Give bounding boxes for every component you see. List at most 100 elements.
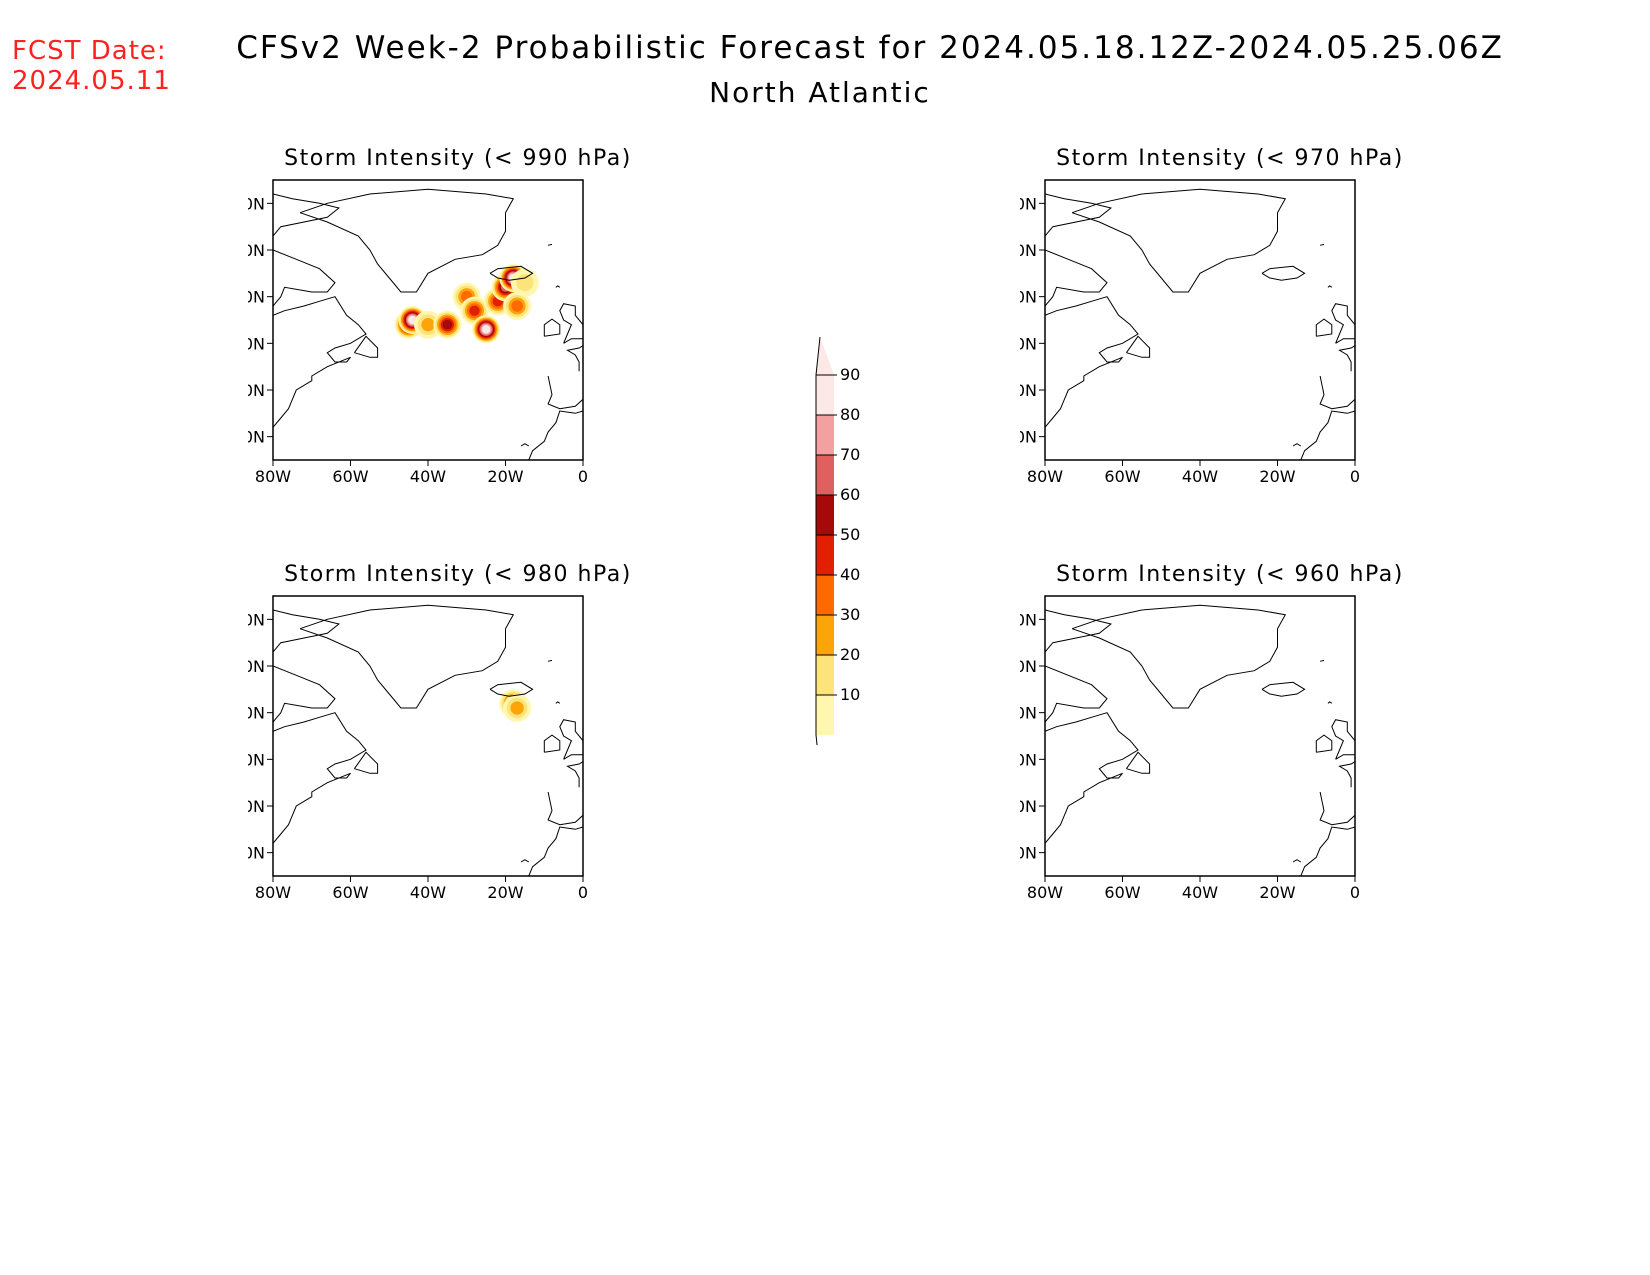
lon-tick-label: 80W <box>1027 883 1063 902</box>
panel-title: Storm Intensity (< 970 hPa) <box>1056 146 1404 171</box>
page-title: CFSv2 Week-2 Probabilistic Forecast for … <box>236 30 1504 66</box>
coastline <box>1319 659 1325 662</box>
colorbar-label: 70 <box>840 445 860 464</box>
coastline <box>1300 826 1355 876</box>
lat-tick-label: 80N <box>248 194 265 213</box>
coastline <box>528 410 583 460</box>
colorbar-label: 30 <box>840 605 860 624</box>
lon-tick-label: 60W <box>332 883 368 902</box>
lon-tick-label: 0 <box>1350 883 1360 902</box>
lon-tick-label: 40W <box>410 467 446 486</box>
coastline <box>489 681 534 697</box>
coastline <box>1045 296 1139 429</box>
lat-tick-label: 80N <box>1020 194 1037 213</box>
probability-cell <box>442 319 453 330</box>
lat-tick-label: 50N <box>1020 334 1037 353</box>
coastline <box>1292 443 1302 447</box>
coastline <box>520 443 530 447</box>
colorbar-segment <box>816 655 834 695</box>
lon-tick-label: 60W <box>332 467 368 486</box>
coastline <box>547 659 553 662</box>
probability-cell <box>510 701 524 715</box>
coastline <box>1045 609 1113 653</box>
map-960: 30N 40N 50N 60N 70N 80N 80W 60W 40W 20W 0 <box>1020 595 1360 902</box>
map-980: 30N 40N 50N 60N 70N 80N 80W 60W 40W 20W 0 <box>248 595 588 902</box>
coastline <box>1045 712 1139 845</box>
coastline <box>1125 335 1151 358</box>
lon-tick-label: 80W <box>255 883 291 902</box>
coastline <box>273 712 367 845</box>
lon-tick-label: 60W <box>1104 883 1140 902</box>
coastline <box>1045 249 1108 307</box>
colorbar-label: 60 <box>840 485 860 504</box>
coastline <box>547 375 583 410</box>
lat-tick-label: 40N <box>248 381 265 400</box>
lat-tick-label: 30N <box>1020 428 1037 447</box>
probability-cell <box>469 305 480 316</box>
coastline <box>353 751 379 774</box>
colorbar-segment <box>816 575 834 615</box>
coastline <box>1261 265 1306 281</box>
lat-tick-label: 50N <box>1020 750 1037 769</box>
lon-tick-label: 60W <box>1104 467 1140 486</box>
map-frame <box>1044 595 1356 877</box>
coastline <box>1125 751 1151 774</box>
map-970: 30N 40N 50N 60N 70N 80N 80W 60W 40W 20W 0 <box>1020 179 1360 486</box>
lat-tick-label: 60N <box>248 288 265 307</box>
lat-tick-label: 70N <box>1020 241 1037 260</box>
colorbar-label: 90 <box>840 365 860 384</box>
map-frame <box>272 595 584 877</box>
coastline <box>543 318 561 337</box>
coastline <box>1327 285 1333 288</box>
colorbar-segment <box>816 415 834 455</box>
forecast-date-value: 2024.05.11 <box>12 66 171 96</box>
colorbar-label: 10 <box>840 685 860 704</box>
coastline <box>1315 734 1333 753</box>
coastline <box>1071 604 1287 709</box>
coastline <box>273 249 336 307</box>
coastline <box>520 859 530 863</box>
panel-title: Storm Intensity (< 990 hPa) <box>284 146 632 171</box>
probability-cell <box>516 274 534 292</box>
coastline <box>1071 188 1287 293</box>
colorbar-cap-bottom <box>816 735 834 745</box>
coastline <box>555 701 561 704</box>
panel-title: Storm Intensity (< 980 hPa) <box>284 562 632 587</box>
coastline <box>273 609 341 653</box>
probability-cell <box>511 300 523 312</box>
coastline <box>1319 791 1355 826</box>
coastline <box>1261 681 1306 697</box>
lon-tick-label: 20W <box>487 883 523 902</box>
lon-tick-label: 20W <box>487 467 523 486</box>
colorbar-segment <box>816 615 834 655</box>
panel-title: Storm Intensity (< 960 hPa) <box>1056 562 1404 587</box>
lon-tick-label: 40W <box>410 883 446 902</box>
coastline <box>547 243 553 246</box>
coastline <box>489 265 534 281</box>
coastline <box>1045 193 1113 237</box>
colorbar-label: 80 <box>840 405 860 424</box>
coastline <box>547 791 583 826</box>
coastline <box>1045 665 1108 723</box>
coastline <box>1338 345 1355 372</box>
coastline <box>555 285 561 288</box>
region-subtitle: North Atlantic <box>709 76 931 109</box>
coastline <box>299 604 515 709</box>
probability-cell <box>421 318 435 332</box>
colorbar-segment <box>816 375 834 415</box>
lat-tick-label: 70N <box>1020 657 1037 676</box>
coastline <box>1319 243 1325 246</box>
lon-tick-label: 0 <box>1350 467 1360 486</box>
probability-cell <box>481 325 491 334</box>
lat-tick-label: 70N <box>248 241 265 260</box>
lon-tick-label: 80W <box>255 467 291 486</box>
colorbar-segment <box>816 695 834 735</box>
lat-tick-label: 30N <box>248 428 265 447</box>
lat-tick-label: 60N <box>248 704 265 723</box>
lat-tick-label: 40N <box>1020 797 1037 816</box>
lon-tick-label: 80W <box>1027 467 1063 486</box>
map-frame <box>1044 179 1356 461</box>
colorbar-segment <box>816 535 834 575</box>
coastline <box>1315 318 1333 337</box>
forecast-date-label: FCST Date: <box>12 36 167 66</box>
